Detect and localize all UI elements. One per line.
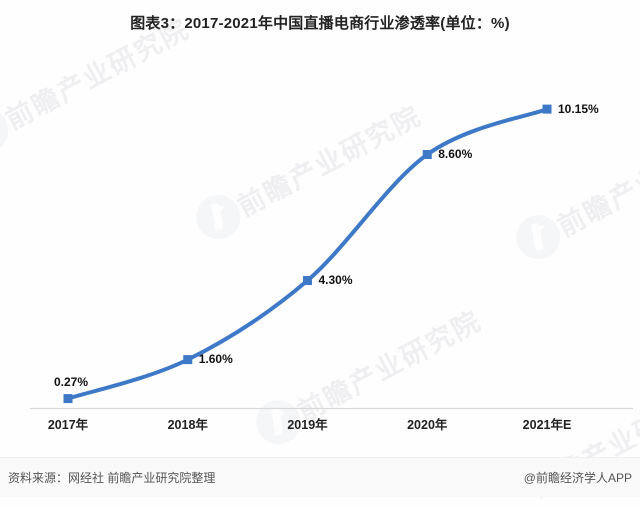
x-axis-label: 2019年 xyxy=(287,418,328,432)
chart-area: 0.27% 1.60% 4.30% 8.60% 10.15% 2017年 2018年 201… xyxy=(30,101,633,432)
source-note: 资料来源：网经社 前瞻产业研究院整理 xyxy=(8,471,216,485)
data-point-marker xyxy=(303,276,312,286)
data-point-label: 10.15% xyxy=(558,101,599,116)
data-point-marker xyxy=(183,355,193,365)
data-point-label: 4.30% xyxy=(318,273,353,287)
x-axis-label: 2020年 xyxy=(407,418,448,432)
data-point-marker xyxy=(542,104,552,114)
data-point-marker xyxy=(422,150,432,160)
x-axis-label: 2018年 xyxy=(167,418,208,432)
x-axis-label: 2021年E xyxy=(522,418,572,432)
line-chart-canvas xyxy=(30,104,633,410)
data-point-label: 8.60% xyxy=(438,147,473,162)
data-point-label: 1.60% xyxy=(198,352,233,367)
footer-bar: 资料来源：网经社 前瞻产业研究院整理 @前瞻经济学人APP xyxy=(0,457,640,497)
series-line xyxy=(66,107,549,401)
data-point-marker xyxy=(63,394,73,404)
credit-note: @前瞻经济学人APP xyxy=(523,471,632,485)
chart-title: 图表3：2017-2021年中国直播电商行业渗透率(单位：%) xyxy=(130,15,510,32)
data-point-label: 0.27% xyxy=(54,374,89,389)
x-axis-label: 2017年 xyxy=(47,418,89,432)
